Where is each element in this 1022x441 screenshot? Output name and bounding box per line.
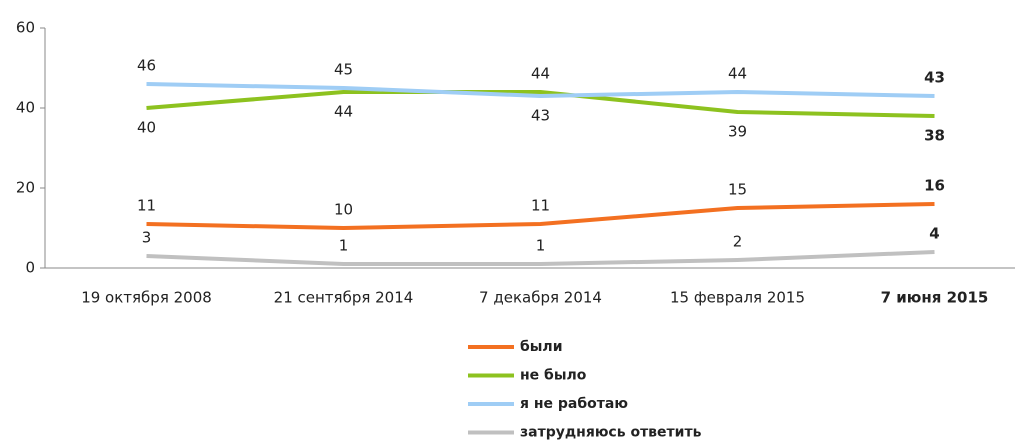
- data-label: 44: [531, 65, 550, 83]
- y-tick-label: 20: [16, 179, 35, 197]
- series-line: [146, 250, 935, 266]
- y-tick-label: 40: [16, 99, 35, 117]
- data-label: 1: [339, 237, 349, 255]
- data-label: 38: [924, 127, 945, 145]
- legend-label: затрудняюсь ответить: [520, 425, 702, 441]
- data-label: 3: [142, 229, 152, 247]
- data-label: 11: [531, 197, 550, 215]
- x-tick-label: 15 февраля 2015: [670, 289, 805, 307]
- data-label: 46: [137, 57, 156, 75]
- x-tick-label: 21 сентября 2014: [274, 289, 414, 307]
- x-tick-label: 19 октября 2008: [81, 289, 212, 307]
- data-label: 39: [728, 123, 747, 141]
- x-tick-label: 7 июня 2015: [881, 289, 989, 307]
- legend-label: были: [520, 339, 563, 355]
- y-tick-label: 60: [16, 19, 35, 37]
- series-line: [146, 202, 935, 230]
- data-label: 4: [929, 225, 939, 243]
- data-label: 11: [137, 197, 156, 215]
- data-label: 43: [531, 107, 550, 125]
- data-label: 2: [733, 233, 743, 251]
- y-tick-label: 0: [25, 259, 35, 277]
- data-label: 15: [728, 181, 747, 199]
- data-label: 16: [924, 177, 945, 195]
- series-line: [146, 90, 935, 118]
- data-label: 44: [334, 103, 353, 121]
- legend-label: я не работаю: [520, 396, 628, 412]
- data-label: 40: [137, 119, 156, 137]
- data-label: 44: [728, 65, 747, 83]
- data-label: 10: [334, 201, 353, 219]
- data-label: 1: [536, 237, 546, 255]
- x-tick-label: 7 декабря 2014: [479, 289, 602, 307]
- data-label: 43: [924, 69, 945, 87]
- legend-label: не было: [520, 368, 587, 384]
- series-line: [146, 82, 935, 98]
- data-label: 45: [334, 61, 353, 79]
